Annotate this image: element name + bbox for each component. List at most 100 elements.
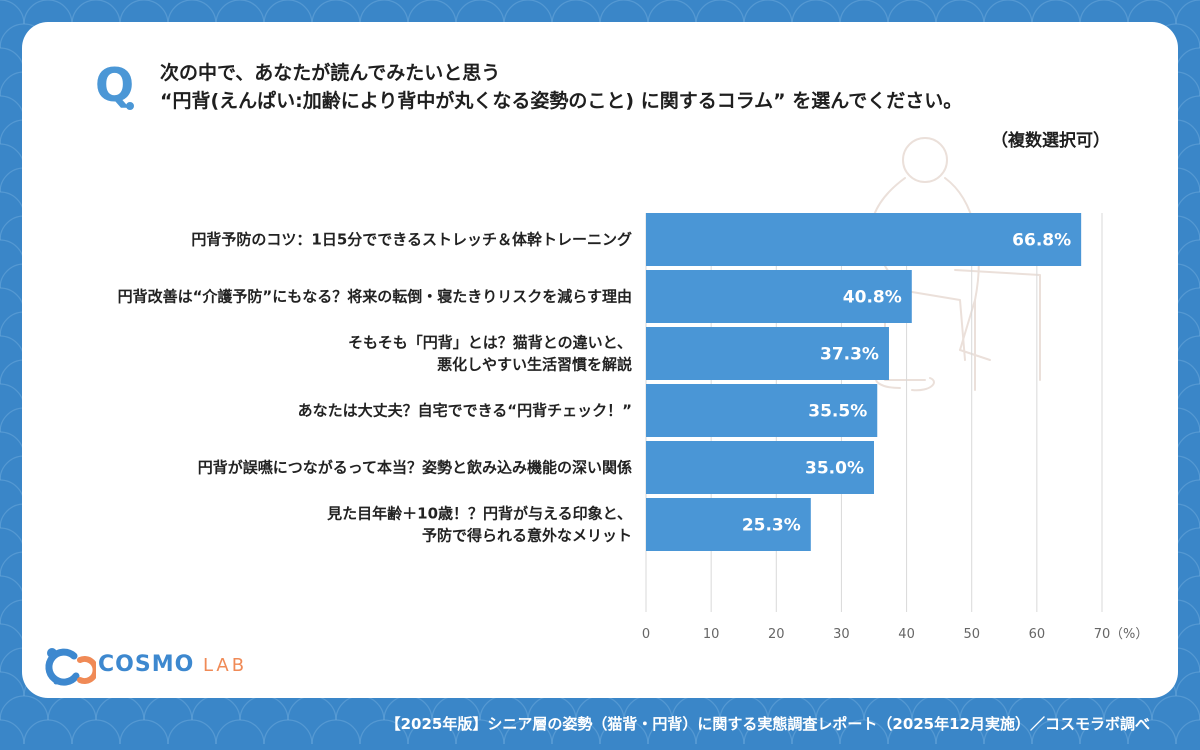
wave-arc	[0, 383, 25, 409]
category-label: 見た目年齢＋10歳！？円背が与える印象と、	[326, 505, 632, 523]
wave-arc	[0, 479, 25, 505]
wave-arc	[791, 0, 841, 25]
wave-arc	[1175, 191, 1200, 217]
wave-arc	[0, 431, 25, 457]
bar	[646, 384, 878, 437]
wave-arc	[0, 95, 25, 121]
wave-arc	[983, 719, 1033, 745]
wave-arc	[23, 0, 73, 25]
category-label: 予防で得られる意外なメリット	[422, 527, 632, 545]
wave-arc	[0, 575, 25, 601]
wave-arc	[1031, 719, 1081, 745]
wave-arc	[263, 719, 313, 745]
wave-arc	[407, 0, 457, 25]
value-label: 40.8%	[843, 288, 902, 308]
bar	[646, 441, 874, 494]
wave-arc	[551, 719, 601, 745]
wave-arc	[695, 719, 745, 745]
wave-arc	[167, 719, 217, 745]
wave-arc	[1175, 575, 1200, 601]
value-labels: 66.8% 40.8% 37.3% 35.5% 35.0% 25.3%	[742, 231, 1071, 536]
wave-arc	[1175, 383, 1200, 409]
question-line-2: “円背(えんぱい:加齢により背中が丸くなる姿勢のこと) に関するコラム” を選ん…	[160, 90, 963, 112]
wave-arc	[647, 0, 697, 25]
wave-arc	[503, 0, 553, 25]
wave-arc	[71, 0, 121, 25]
wave-arc	[455, 719, 505, 745]
question-mark-q: Q	[95, 58, 135, 112]
value-label: 35.5%	[808, 402, 867, 422]
x-tick-label: 70	[1094, 627, 1111, 642]
wave-arc	[1175, 143, 1200, 169]
x-tick-label: 10	[703, 627, 720, 642]
wave-arc	[455, 0, 505, 25]
wave-arc	[215, 0, 265, 25]
wave-arc	[647, 719, 697, 745]
value-label: 35.0%	[805, 459, 864, 479]
wave-arc	[1175, 623, 1200, 649]
category-label: あなたは大丈夫？自宅でできる“円背チェック！”	[298, 402, 632, 420]
wave-arc	[1127, 0, 1177, 25]
x-tick-label: 50	[963, 627, 980, 642]
question-note: （複数選択可）	[991, 131, 1110, 151]
value-label: 25.3%	[742, 516, 801, 536]
wave-arc	[1127, 719, 1177, 745]
wave-arc	[0, 47, 25, 73]
wave-arc	[167, 0, 217, 25]
wave-arc	[311, 0, 361, 25]
wave-arc	[0, 671, 25, 697]
wave-arc	[0, 719, 25, 745]
wave-arc	[359, 719, 409, 745]
wave-arc	[407, 719, 457, 745]
wave-arc	[1031, 0, 1081, 25]
value-label: 66.8%	[1012, 231, 1071, 251]
wave-arc	[1175, 671, 1200, 697]
wave-arc	[1079, 719, 1129, 745]
wave-arc	[1175, 527, 1200, 553]
wave-arc	[119, 719, 169, 745]
wave-arc	[1175, 0, 1200, 25]
wave-arc	[71, 719, 121, 745]
wave-arc	[887, 0, 937, 25]
footer-source-note: 【2025年版】シニア層の姿勢（猫背・円背）に関する実態調査レポート（2025年…	[385, 715, 1150, 733]
x-tick-labels: 0 10 20 30 40 50 60 70 （%）	[642, 627, 1149, 642]
wave-arc	[1175, 719, 1200, 745]
wave-arc	[599, 719, 649, 745]
wave-arc	[119, 0, 169, 25]
x-tick-label: 60	[1029, 627, 1046, 642]
wave-arc	[311, 719, 361, 745]
wave-arc	[503, 719, 553, 745]
cosmo-lab-logo-icon	[45, 648, 96, 686]
content-card	[22, 22, 1178, 698]
x-tick-label: 20	[768, 627, 785, 642]
bar	[646, 327, 889, 380]
wave-arc	[0, 527, 25, 553]
wave-arc	[1175, 239, 1200, 265]
category-label: そもそも「円背」とは？猫背との違いと、	[348, 334, 632, 352]
wave-arc	[887, 719, 937, 745]
wave-arc	[0, 623, 25, 649]
wave-arc	[1175, 335, 1200, 361]
wave-arc	[935, 719, 985, 745]
wave-arc	[791, 719, 841, 745]
wave-arc	[599, 0, 649, 25]
wave-arc	[551, 0, 601, 25]
category-label: 円背予防のコツ：1日5分でできるストレッチ＆体幹トレーニング	[191, 231, 632, 249]
wave-arc	[0, 695, 49, 721]
question-line-1: 次の中で、あなたが読んでみたいと思う	[160, 62, 501, 84]
wave-arc	[743, 0, 793, 25]
category-labels: 円背予防のコツ：1日5分でできるストレッチ＆体幹トレーニング円背改善は“介護予防…	[118, 231, 632, 545]
logo-name: COSMO	[98, 652, 195, 677]
wave-arc	[0, 143, 25, 169]
wave-arc	[935, 0, 985, 25]
x-tick-label: 40	[898, 627, 915, 642]
wave-arc	[839, 0, 889, 25]
category-label: 円背改善は“介護予防”にもなる？将来の転倒・寝たきりリスクを減らす理由	[118, 288, 632, 306]
wave-arc	[215, 719, 265, 745]
wave-arc	[983, 0, 1033, 25]
wave-arc	[23, 719, 73, 745]
wave-arc	[1079, 0, 1129, 25]
wave-arc	[1151, 695, 1200, 721]
question-mark-dot	[126, 102, 134, 110]
